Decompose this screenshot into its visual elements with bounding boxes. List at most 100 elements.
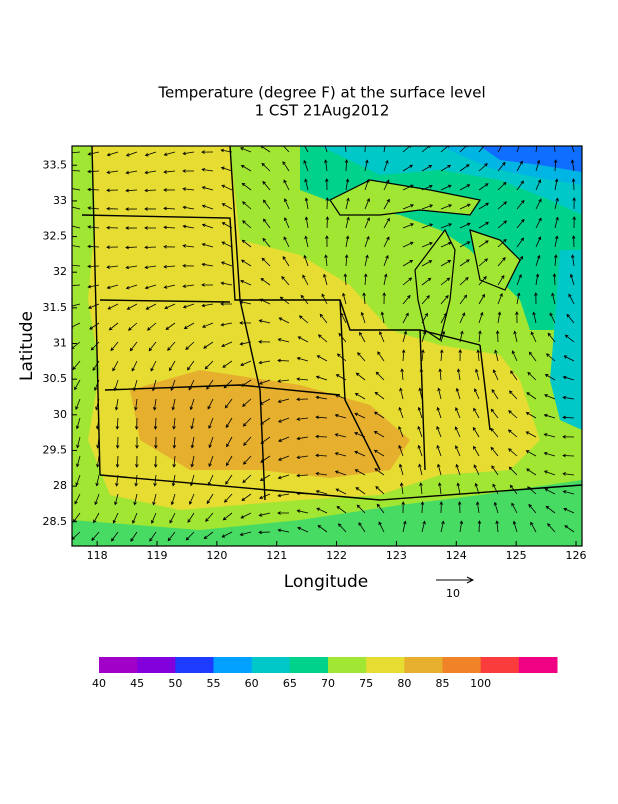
wind-arrow	[495, 330, 500, 343]
wind-arrow	[456, 482, 461, 495]
wind-arrow	[221, 184, 233, 191]
wind-arrow	[296, 397, 309, 402]
wind-arrow	[108, 322, 119, 331]
wind-arrow	[239, 341, 252, 346]
wind-arrow	[375, 485, 385, 495]
wind-arrow	[277, 417, 290, 423]
wind-arrow	[473, 464, 480, 476]
wind-arrow	[344, 254, 349, 267]
wind-arrow	[182, 224, 195, 229]
wind-arrow	[152, 493, 157, 506]
wind-arrow	[187, 512, 195, 523]
wind-arrow	[474, 368, 480, 381]
wind-arrow	[398, 463, 404, 476]
wind-arrow	[436, 444, 442, 457]
wind-arrow	[400, 368, 404, 381]
wind-arrow	[190, 417, 195, 430]
wind-arrow	[125, 151, 138, 157]
wind-arrow	[402, 294, 411, 305]
wind-arrow	[497, 201, 508, 210]
wind-arrow	[221, 531, 233, 538]
wind-arrow	[277, 379, 290, 383]
wind-arrow	[490, 427, 499, 438]
wind-arrow	[418, 463, 423, 476]
wind-arrow	[203, 531, 214, 540]
colorbar-box	[442, 657, 482, 673]
wind-arrow	[535, 254, 541, 267]
wind-arrow	[354, 393, 366, 400]
wind-arrow	[511, 350, 518, 362]
wind-arrow	[547, 523, 556, 533]
wind-arrow	[220, 302, 233, 306]
border	[104, 384, 341, 396]
wind-arrow	[315, 434, 328, 439]
wind-arrow	[182, 151, 195, 156]
wind-arrow	[497, 238, 507, 248]
wind-arrow	[459, 164, 470, 172]
border	[339, 299, 381, 471]
wind-arrow	[456, 368, 461, 381]
wind-arrow	[401, 349, 406, 362]
wind-arrow	[125, 188, 138, 193]
wind-arrow	[554, 197, 559, 210]
wind-arrow	[220, 322, 233, 327]
wind-arrow	[135, 436, 139, 449]
wind-arrow	[459, 222, 471, 229]
wind-arrow	[279, 296, 290, 305]
wind-arrow	[125, 284, 138, 290]
y-tick-label: 31	[53, 337, 67, 350]
colorbar-box	[137, 657, 176, 673]
wind-arrow	[508, 448, 518, 457]
wind-arrow	[96, 455, 100, 468]
wind-arrow	[182, 169, 195, 173]
wind-arrow	[283, 179, 290, 191]
wind-arrow	[373, 411, 385, 419]
wind-arrow	[545, 505, 556, 514]
wind-arrow	[134, 398, 138, 411]
wind-arrow	[440, 164, 452, 172]
wind-arrow	[113, 379, 119, 392]
wind-arrow	[223, 379, 233, 389]
wind-arrow	[91, 531, 100, 541]
wind-arrow	[75, 417, 81, 430]
wind-arrow	[383, 273, 388, 286]
wind-arrow	[260, 278, 271, 286]
wind-arrow	[399, 482, 404, 495]
wind-arrow	[364, 254, 369, 267]
wind-arrow	[440, 204, 453, 210]
wind-arrow	[563, 355, 575, 362]
wind-arrow	[241, 182, 252, 191]
wind-arrow	[106, 206, 119, 211]
wind-arrow	[278, 317, 290, 324]
colorbar-box	[480, 657, 520, 673]
wind-arrow	[260, 417, 271, 425]
wind-arrow	[163, 264, 176, 269]
wind-arrow	[421, 223, 434, 229]
borders	[81, 146, 582, 501]
wind-arrow	[188, 379, 195, 391]
wind-arrow	[296, 377, 309, 381]
x-tick-label: 121	[266, 549, 287, 562]
wind-arrow	[76, 436, 81, 449]
wind-arrow	[344, 159, 349, 172]
wind-arrow	[494, 349, 499, 362]
wind-arrow	[131, 360, 138, 372]
wind-arrow	[87, 264, 100, 269]
wind-arrow	[282, 255, 290, 267]
wind-arrow	[513, 330, 518, 343]
wind-arrow	[454, 445, 461, 457]
wind-arrow	[544, 488, 556, 495]
wind-arrow	[402, 223, 414, 229]
colorbar-label: 80	[397, 677, 411, 690]
wind-arrow	[354, 432, 366, 438]
wind-arrow	[475, 501, 480, 514]
wind-arrow	[259, 398, 271, 405]
border	[99, 474, 582, 501]
wind-arrow	[383, 217, 390, 229]
wind-arrow	[324, 254, 328, 267]
wind-arrow	[497, 146, 503, 153]
x-tick-label: 119	[147, 549, 168, 562]
wind-arrow	[571, 146, 575, 153]
wind-arrow	[134, 417, 139, 430]
wind-arrow	[516, 218, 525, 229]
